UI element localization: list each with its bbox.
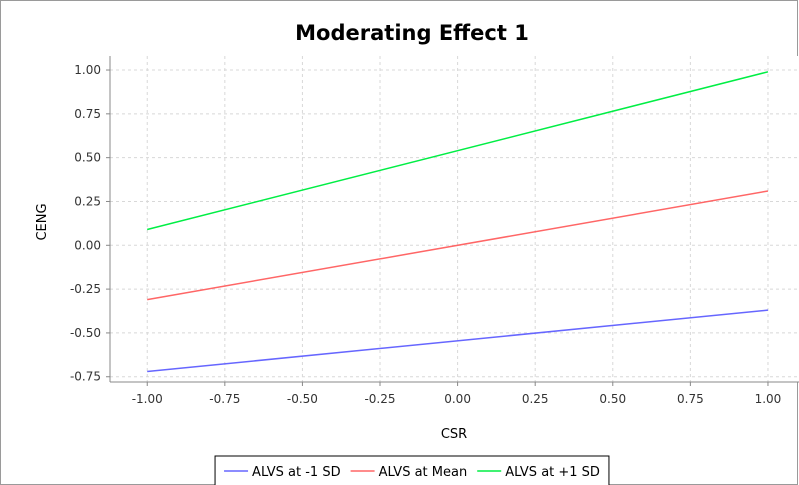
x-axis-label: CSR <box>441 427 467 442</box>
x-tick-label: -0.25 <box>364 392 395 406</box>
x-tick-label: -1.00 <box>132 392 163 406</box>
legend-label: ALVS at Mean <box>379 465 468 480</box>
x-tick-label: -0.50 <box>287 392 318 406</box>
grid <box>110 56 799 382</box>
y-tick-label: 1.00 <box>74 63 101 77</box>
y-tick-label: -0.75 <box>70 370 101 384</box>
series-lines <box>147 71 769 373</box>
y-tick-label: 0.00 <box>74 238 101 252</box>
y-tick-label: -0.50 <box>70 326 101 340</box>
x-tick-label: 0.25 <box>522 392 549 406</box>
x-tick-label: 0.00 <box>444 392 471 406</box>
chart-title: Moderating Effect 1 <box>295 21 529 45</box>
legend-box <box>214 455 610 485</box>
x-tick-label: 1.00 <box>755 392 782 406</box>
axes: -1.00 -0.75 -0.50 -0.25 0.00 0.25 0.50 0.75 1.00… <box>70 56 799 406</box>
series-line <box>147 71 769 231</box>
y-tick-label: 0.25 <box>74 194 101 208</box>
x-tick-label: 0.75 <box>677 392 704 406</box>
legend-label: ALVS at +1 SD <box>505 465 600 480</box>
y-tick-label: 0.75 <box>74 107 101 121</box>
x-tick-label: 0.50 <box>599 392 626 406</box>
series-line <box>147 190 769 301</box>
y-tick-label: -0.25 <box>70 282 101 296</box>
y-axis-label: CENG <box>35 203 50 240</box>
series-line <box>147 309 769 373</box>
x-tick-label: -0.75 <box>209 392 240 406</box>
y-tick-label: 0.50 <box>74 151 101 165</box>
legend: ALVS at -1 SD ALVS at Mean ALVS at +1 SD <box>214 455 610 485</box>
legend-label: ALVS at -1 SD <box>252 465 341 480</box>
